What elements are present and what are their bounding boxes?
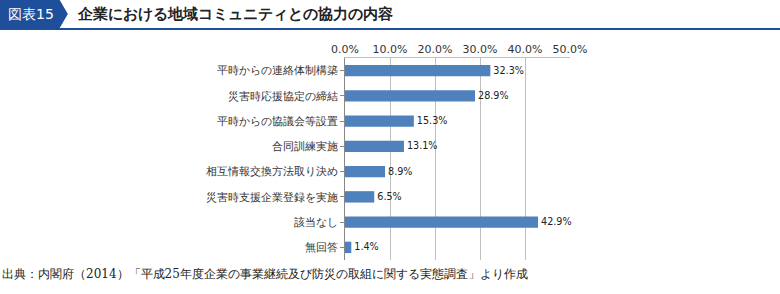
- svg-text:災害時支援企業登録を実施: 災害時支援企業登録を実施: [206, 191, 338, 204]
- svg-text:50.0%: 50.0%: [553, 43, 588, 56]
- svg-text:平時からの連絡体制構築: 平時からの連絡体制構築: [217, 64, 338, 77]
- svg-text:15.3%: 15.3%: [417, 115, 448, 126]
- html-text:企業における地域コミュニティとの協力の内容: 企業における地域コミュニティとの協力の内容: [77, 4, 393, 23]
- svg-text:平時からの協議会等設置: 平時からの協議会等設置: [217, 115, 338, 128]
- svg-text:10.0%: 10.0%: [373, 43, 408, 56]
- svg-text:相互情報交換方法取り決め: 相互情報交換方法取り決め: [206, 165, 338, 178]
- svg-text:28.9%: 28.9%: [478, 90, 509, 101]
- svg-text:災害時応援協定の締結: 災害時応援協定の締結: [228, 90, 338, 103]
- svg-text:8.9%: 8.9%: [388, 166, 412, 177]
- svg-text:合同訓練実施: 合同訓練実施: [272, 140, 338, 153]
- svg-text:30.0%: 30.0%: [463, 43, 498, 56]
- html-text:図表15: 図表15: [8, 6, 54, 22]
- html-text:出典：内閣府（2014）「平成25年度企業の事業継続及び防災: 出典：内閣府（2014）「平成25年度企業の事業継続及び防災の取組に関する実態調…: [2, 267, 528, 281]
- svg-text:32.3%: 32.3%: [493, 65, 524, 76]
- svg-text:無回答: 無回答: [305, 241, 338, 254]
- svg-text:1.4%: 1.4%: [354, 241, 378, 252]
- svg-text:6.5%: 6.5%: [377, 191, 401, 202]
- svg-text:42.9%: 42.9%: [541, 216, 572, 227]
- svg-text:0.0%: 0.0%: [331, 43, 359, 56]
- svg-text:該当なし: 該当なし: [294, 216, 338, 229]
- svg-text:40.0%: 40.0%: [508, 43, 543, 56]
- svg-text:20.0%: 20.0%: [418, 43, 453, 56]
- svg-text:13.1%: 13.1%: [407, 140, 438, 151]
